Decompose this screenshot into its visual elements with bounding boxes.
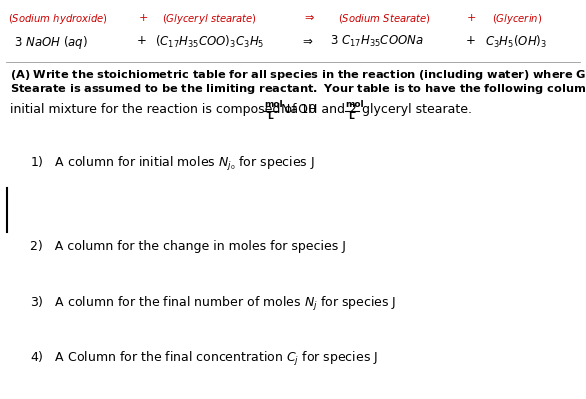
Text: $(C_{17}H_{35}COO)_3C_3H_5$: $(C_{17}H_{35}COO)_3C_3H_5$: [155, 34, 264, 50]
Text: L: L: [267, 112, 272, 121]
Text: $(Glycerin)$: $(Glycerin)$: [492, 12, 542, 26]
Text: $\bf{Stearate\ is\ assumed\ to\ be\ the\ limiting\ reactant.\ Your\ table\ is\ t: $\bf{Stearate\ is\ assumed\ to\ be\ the\…: [10, 82, 586, 96]
Text: $(Sodium\ hydroxide)$: $(Sodium\ hydroxide)$: [8, 12, 108, 26]
Text: initial mixture for the reaction is composed of 10: initial mixture for the reaction is comp…: [10, 103, 316, 116]
Text: 1)   A column for initial moles $N_{j_0}$ for species J: 1) A column for initial moles $N_{j_0}$ …: [30, 155, 315, 173]
Text: $+$: $+$: [465, 34, 476, 47]
Text: glyceryl stearate.: glyceryl stearate.: [362, 103, 472, 116]
Text: $\Rightarrow$: $\Rightarrow$: [302, 12, 315, 22]
Text: $(Glyceryl\ stearate)$: $(Glyceryl\ stearate)$: [162, 12, 257, 26]
Text: $3\ C_{17}H_{35}COONa$: $3\ C_{17}H_{35}COONa$: [330, 34, 424, 49]
Text: $+$: $+$: [466, 12, 476, 23]
Text: 3)   A column for the final number of moles $N_j$ for species J: 3) A column for the final number of mole…: [30, 295, 396, 313]
Text: mol: mol: [264, 100, 282, 109]
Text: 2)   A column for the change in moles for species J: 2) A column for the change in moles for …: [30, 240, 346, 253]
Text: $\bf{(A)}$ $\bf{Write\ the\ stoichiometric\ table\ for\ all\ species\ in\ the\ r: $\bf{(A)}$ $\bf{Write\ the\ stoichiometr…: [10, 68, 586, 82]
Text: $C_3H_5(OH)_3$: $C_3H_5(OH)_3$: [485, 34, 547, 50]
Text: 4)   A Column for the final concentration $C_j$ for species J: 4) A Column for the final concentration …: [30, 350, 378, 368]
Text: $+$: $+$: [136, 34, 146, 47]
Text: $(Sodium\ Stearate)$: $(Sodium\ Stearate)$: [338, 12, 431, 25]
Text: NaOH and 2: NaOH and 2: [281, 103, 357, 116]
Text: $3\ NaOH\ (aq)$: $3\ NaOH\ (aq)$: [14, 34, 88, 51]
Text: $\Rightarrow$: $\Rightarrow$: [300, 34, 314, 47]
Text: $+$: $+$: [138, 12, 148, 23]
Text: mol: mol: [345, 100, 364, 109]
Text: L: L: [348, 112, 354, 121]
